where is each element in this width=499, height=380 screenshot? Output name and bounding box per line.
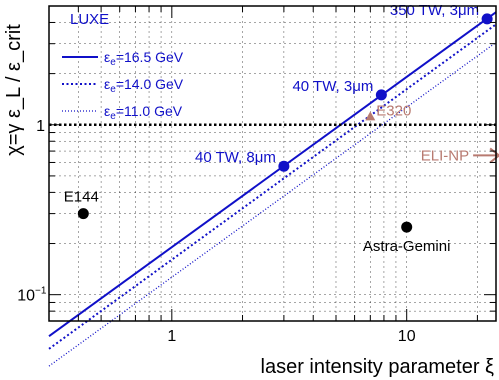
y-tick-exponent: −1 [35, 286, 47, 297]
annotation-label: E320 [376, 102, 411, 119]
data-point [278, 160, 290, 172]
legend-label: εe=16.5 GeV [104, 49, 184, 68]
experiment-label: LUXE [70, 11, 109, 28]
legend-label: εe=14.0 GeV [104, 76, 184, 95]
x-tick-label: 10 [398, 328, 416, 345]
point-label: 350 TW, 3μm [390, 2, 479, 19]
plot-frame [48, 5, 497, 322]
data-point [401, 221, 413, 233]
y-tick-label: 1 [36, 118, 45, 135]
series-line [48, 11, 497, 337]
data-point [481, 13, 493, 25]
point-label: E144 [64, 189, 99, 206]
e320-marker [365, 111, 376, 121]
point-label: 40 TW, 8μm [195, 149, 276, 166]
y-tick-label: 10 [17, 288, 35, 305]
data-point [375, 89, 387, 101]
series-line [48, 41, 497, 367]
annotation-label: ELI-NP [421, 147, 469, 164]
y-axis-title: χ=γ ε_L / ε_crit [3, 24, 25, 156]
point-label: Astra-Gemini [363, 238, 451, 255]
point-label: 40 TW, 3μm [292, 78, 373, 95]
legend-label: εe=11.0 GeV [104, 103, 183, 122]
x-axis-title: laser intensity parameter ξ [261, 356, 495, 378]
data-point [77, 208, 89, 220]
series-group [48, 11, 497, 367]
points-group: 40 TW, 8μm 40 TW, 3μm 350 TW, 3μm E144 Astra… [64, 2, 499, 255]
series-line [48, 23, 497, 350]
x-tick-label: 1 [167, 328, 176, 345]
legend: εe=16.5 GeV εe=14.0 GeV εe=11.0 GeV [62, 49, 184, 122]
